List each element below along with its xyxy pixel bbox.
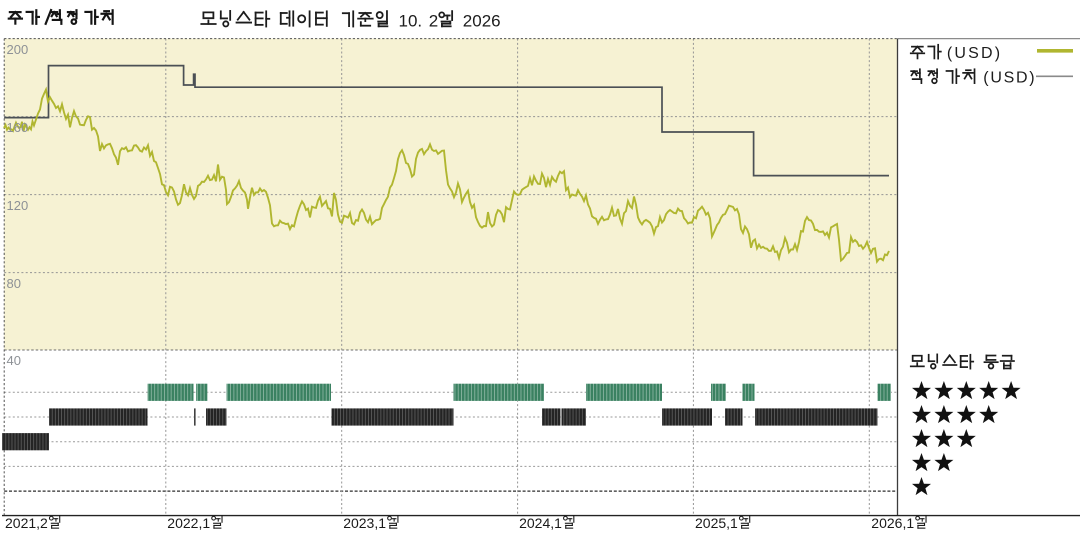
svg-text:2022,1: 2022,1 xyxy=(167,515,210,531)
svg-text:160: 160 xyxy=(7,120,29,135)
svg-text:(USD): (USD) xyxy=(947,45,1002,62)
svg-text:2021,2: 2021,2 xyxy=(5,515,48,531)
svg-text:2023,1: 2023,1 xyxy=(343,515,386,531)
svg-text:2: 2 xyxy=(429,12,438,31)
svg-text:2026: 2026 xyxy=(463,12,501,31)
svg-text:10.: 10. xyxy=(399,12,423,31)
svg-text:2026,1: 2026,1 xyxy=(871,515,914,531)
svg-text:(USD): (USD) xyxy=(983,69,1036,86)
svg-text:2025,1: 2025,1 xyxy=(695,515,738,531)
svg-text:80: 80 xyxy=(7,276,21,291)
svg-text:120: 120 xyxy=(7,198,29,213)
svg-text:200: 200 xyxy=(7,42,29,57)
svg-text:2024,1: 2024,1 xyxy=(519,515,562,531)
svg-text:40: 40 xyxy=(7,353,21,368)
